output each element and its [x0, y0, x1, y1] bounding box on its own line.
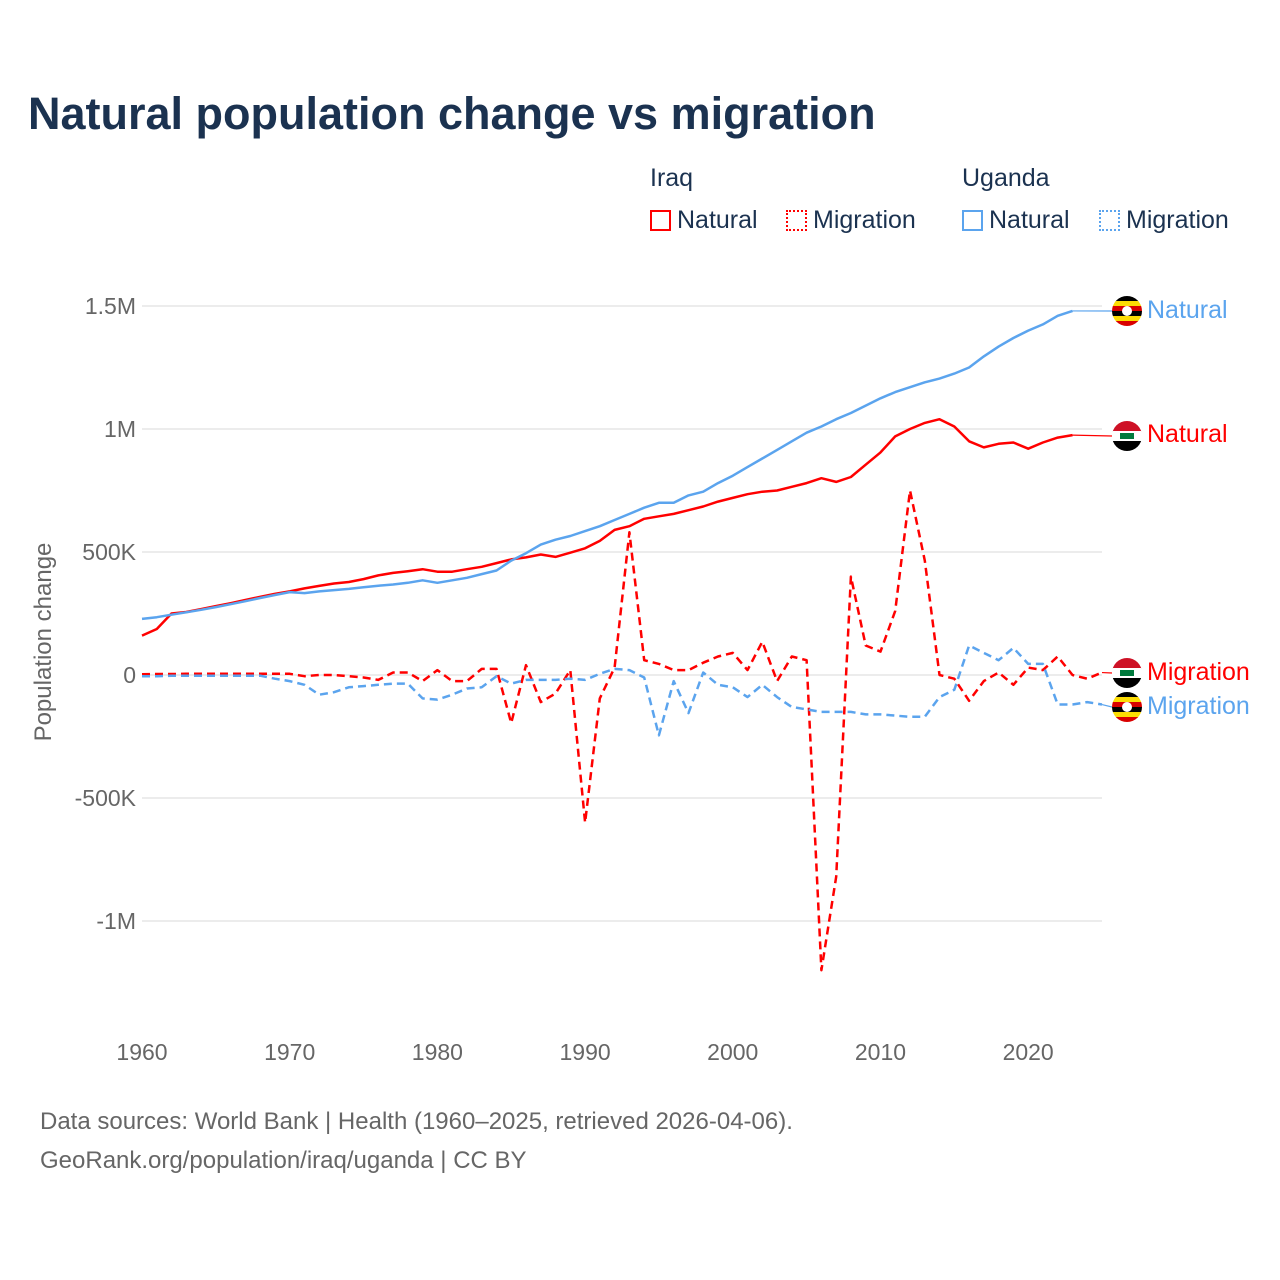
legend-group-iraq: Iraq [650, 164, 694, 192]
legend-label: Natural [677, 206, 758, 234]
series-end-label: Natural [1147, 296, 1228, 324]
solid-swatch-icon [650, 210, 671, 231]
y-tick-label: 0 [123, 662, 136, 688]
x-tick-label: 2020 [1003, 1039, 1054, 1065]
x-tick-label: 1980 [412, 1039, 463, 1065]
legend-group-uganda: Uganda [962, 164, 1050, 192]
legend-uganda-natural[interactable]: Natural [962, 206, 1070, 235]
y-tick-label: -1M [96, 908, 136, 934]
legend-label: Natural [989, 206, 1070, 234]
dotted-swatch-icon [786, 210, 807, 231]
series-line-iraq-natural [141, 417, 1073, 637]
legend-label: Migration [813, 206, 916, 234]
x-tick-label: 2010 [855, 1039, 906, 1065]
series-line-iraq-migration [141, 489, 1103, 972]
solid-swatch-icon [962, 210, 983, 231]
series-line-uganda-natural [141, 309, 1073, 621]
legend-uganda-migration[interactable]: Migration [1099, 206, 1229, 235]
series-end-label: Migration [1147, 692, 1250, 720]
x-tick-label: 2000 [707, 1039, 758, 1065]
label-connector [1101, 703, 1113, 708]
y-tick-label: 500K [82, 539, 136, 565]
x-tick-label: 1960 [116, 1039, 167, 1065]
iraq-flag-icon [1112, 421, 1142, 451]
series-end-label: Natural [1147, 420, 1228, 448]
y-tick-label: 1.5M [85, 293, 136, 319]
legend-iraq-migration[interactable]: Migration [786, 206, 916, 235]
source-line-1: Data sources: World Bank | Health (1960–… [40, 1108, 793, 1135]
dotted-swatch-icon [1099, 210, 1120, 231]
x-tick-label: 1970 [264, 1039, 315, 1065]
y-axis-label: Population change [30, 543, 57, 742]
x-tick-label: 1990 [559, 1039, 610, 1065]
line-chart: 1.5M 1M 500K 0 -500K -1M 1960 1970 1980 1990 2000 2… [30, 293, 1250, 1065]
y-tick-label: -500K [75, 785, 137, 811]
uganda-flag-icon [1112, 692, 1142, 722]
source-line-2[interactable]: GeoRank.org/population/iraq/uganda | CC … [40, 1147, 527, 1174]
chart-title: Natural population change vs migration [28, 88, 876, 139]
uganda-flag-icon [1112, 296, 1142, 326]
series-end-label: Migration [1147, 658, 1250, 686]
iraq-flag-icon [1112, 658, 1142, 688]
legend-label: Migration [1126, 206, 1229, 234]
y-tick-label: 1M [104, 416, 136, 442]
legend-iraq-natural[interactable]: Natural [650, 206, 758, 235]
series-line-uganda-migration [142, 644, 1103, 737]
label-connector [1072, 434, 1113, 437]
